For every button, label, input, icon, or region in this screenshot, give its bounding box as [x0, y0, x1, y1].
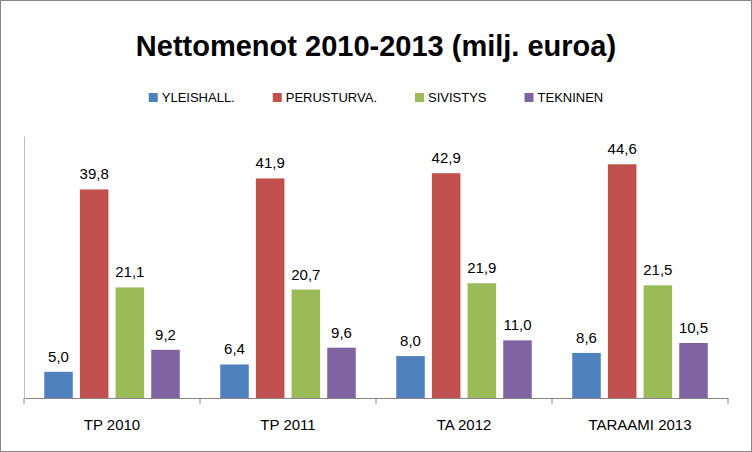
- bar: [151, 350, 180, 398]
- bar: [644, 285, 673, 398]
- data-label: 9,6: [331, 324, 352, 341]
- x-tick-label: TA 2012: [437, 416, 492, 433]
- data-label: 41,9: [256, 154, 285, 171]
- x-tick: TA 2012: [437, 416, 492, 433]
- chart-container: Nettomenot 2010-2013 (milj. euroa) 5,0 6,4…: [0, 0, 752, 452]
- data-label: 8,6: [576, 329, 597, 346]
- category-separator: [376, 398, 377, 404]
- legend: YLEISHALL. PERUSTURVA. SIVISTYS TEKNINEN: [149, 90, 604, 105]
- data-label: 20,7: [291, 266, 320, 283]
- category-separator: [728, 398, 729, 404]
- data-label: 44,6: [608, 140, 637, 157]
- y-axis-line: [24, 137, 25, 399]
- x-tick: TARAAMI 2013: [588, 416, 691, 433]
- legend-item: TEKNINEN: [525, 90, 604, 105]
- y-axis: [24, 137, 25, 399]
- legend-label: SIVISTYS: [428, 90, 487, 105]
- legend-swatch: [149, 93, 158, 102]
- category-separator: [200, 398, 201, 404]
- data-label: 11,0: [503, 316, 531, 333]
- legend-item: YLEISHALL.: [149, 90, 235, 105]
- data-label: 6,4: [224, 340, 245, 357]
- legend-label: PERUSTURVA.: [286, 90, 377, 105]
- data-label: 8,0: [400, 332, 421, 349]
- chart-title: Nettomenot 2010-2013 (milj. euroa): [136, 30, 616, 62]
- chart-border: [1, 1, 752, 452]
- category-separator: [552, 398, 553, 404]
- data-label: 9,2: [155, 326, 176, 343]
- data-label: 21,1: [115, 263, 144, 280]
- data-label: 21,5: [643, 261, 672, 278]
- bar: [608, 164, 637, 398]
- bar: [572, 353, 601, 398]
- data-label: 42,9: [432, 149, 461, 166]
- bar: [116, 287, 145, 398]
- bar: [679, 343, 708, 398]
- legend-label: YLEISHALL.: [162, 90, 235, 105]
- legend-swatch: [415, 93, 424, 102]
- chart-svg: Nettomenot 2010-2013 (milj. euroa) 5,0 6,4…: [0, 0, 752, 452]
- x-tick: TP 2011: [260, 416, 315, 433]
- data-label: 39,8: [80, 165, 109, 182]
- data-label: 10,5: [679, 319, 708, 336]
- x-tick-label: TP 2010: [84, 416, 140, 433]
- x-tick: TP 2010: [84, 416, 140, 433]
- bars: [44, 164, 708, 398]
- bar: [468, 283, 497, 398]
- legend-swatch: [273, 93, 282, 102]
- category-separator: [24, 398, 25, 404]
- bar: [396, 356, 425, 398]
- data-labels: 5,0 6,4 8,0 8,6 39,8 41,9 42,9 44,6 21,1 20,7 21,9…: [48, 140, 708, 365]
- x-axis: TP 2010 TP 2011 TA 2012 TARAAMI 2013: [25, 399, 729, 433]
- bar: [327, 348, 356, 398]
- legend-item: SIVISTYS: [415, 90, 487, 105]
- legend-item: PERUSTURVA.: [273, 90, 377, 105]
- data-label: 5,0: [48, 348, 69, 365]
- bar: [256, 178, 285, 398]
- x-tick-label: TARAAMI 2013: [588, 416, 691, 433]
- legend-label: TEKNINEN: [538, 90, 604, 105]
- bar: [220, 364, 249, 398]
- x-tick-label: TP 2011: [260, 416, 315, 433]
- data-label: 21,9: [467, 259, 496, 276]
- bar: [292, 290, 321, 398]
- legend-swatch: [525, 93, 534, 102]
- bar: [503, 340, 532, 398]
- bar: [432, 173, 461, 398]
- bar: [80, 189, 109, 398]
- bar: [44, 372, 73, 398]
